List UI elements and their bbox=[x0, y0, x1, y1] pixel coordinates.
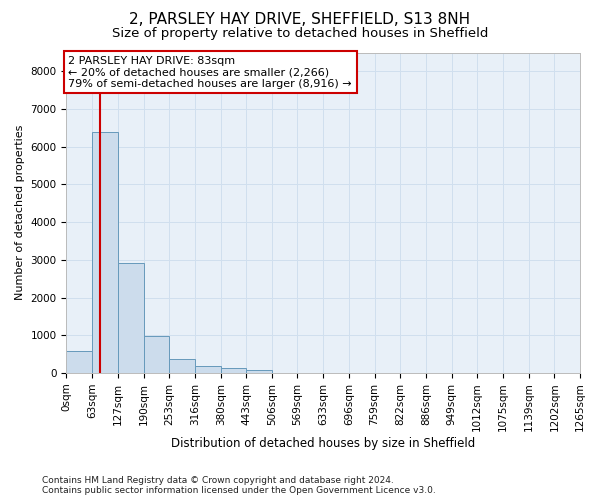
Bar bbox=[195, 366, 221, 373]
Text: Size of property relative to detached houses in Sheffield: Size of property relative to detached ho… bbox=[112, 28, 488, 40]
X-axis label: Distribution of detached houses by size in Sheffield: Distribution of detached houses by size … bbox=[171, 437, 475, 450]
Bar bbox=[169, 360, 195, 373]
Bar bbox=[118, 263, 143, 373]
Text: Contains HM Land Registry data © Crown copyright and database right 2024.
Contai: Contains HM Land Registry data © Crown c… bbox=[42, 476, 436, 495]
Bar bbox=[143, 336, 169, 373]
Text: 2 PARSLEY HAY DRIVE: 83sqm
← 20% of detached houses are smaller (2,266)
79% of s: 2 PARSLEY HAY DRIVE: 83sqm ← 20% of deta… bbox=[68, 56, 352, 88]
Bar bbox=[92, 132, 118, 373]
Y-axis label: Number of detached properties: Number of detached properties bbox=[15, 125, 25, 300]
Bar bbox=[221, 368, 246, 373]
Bar bbox=[246, 370, 272, 373]
Text: 2, PARSLEY HAY DRIVE, SHEFFIELD, S13 8NH: 2, PARSLEY HAY DRIVE, SHEFFIELD, S13 8NH bbox=[130, 12, 470, 28]
Bar bbox=[67, 351, 92, 373]
